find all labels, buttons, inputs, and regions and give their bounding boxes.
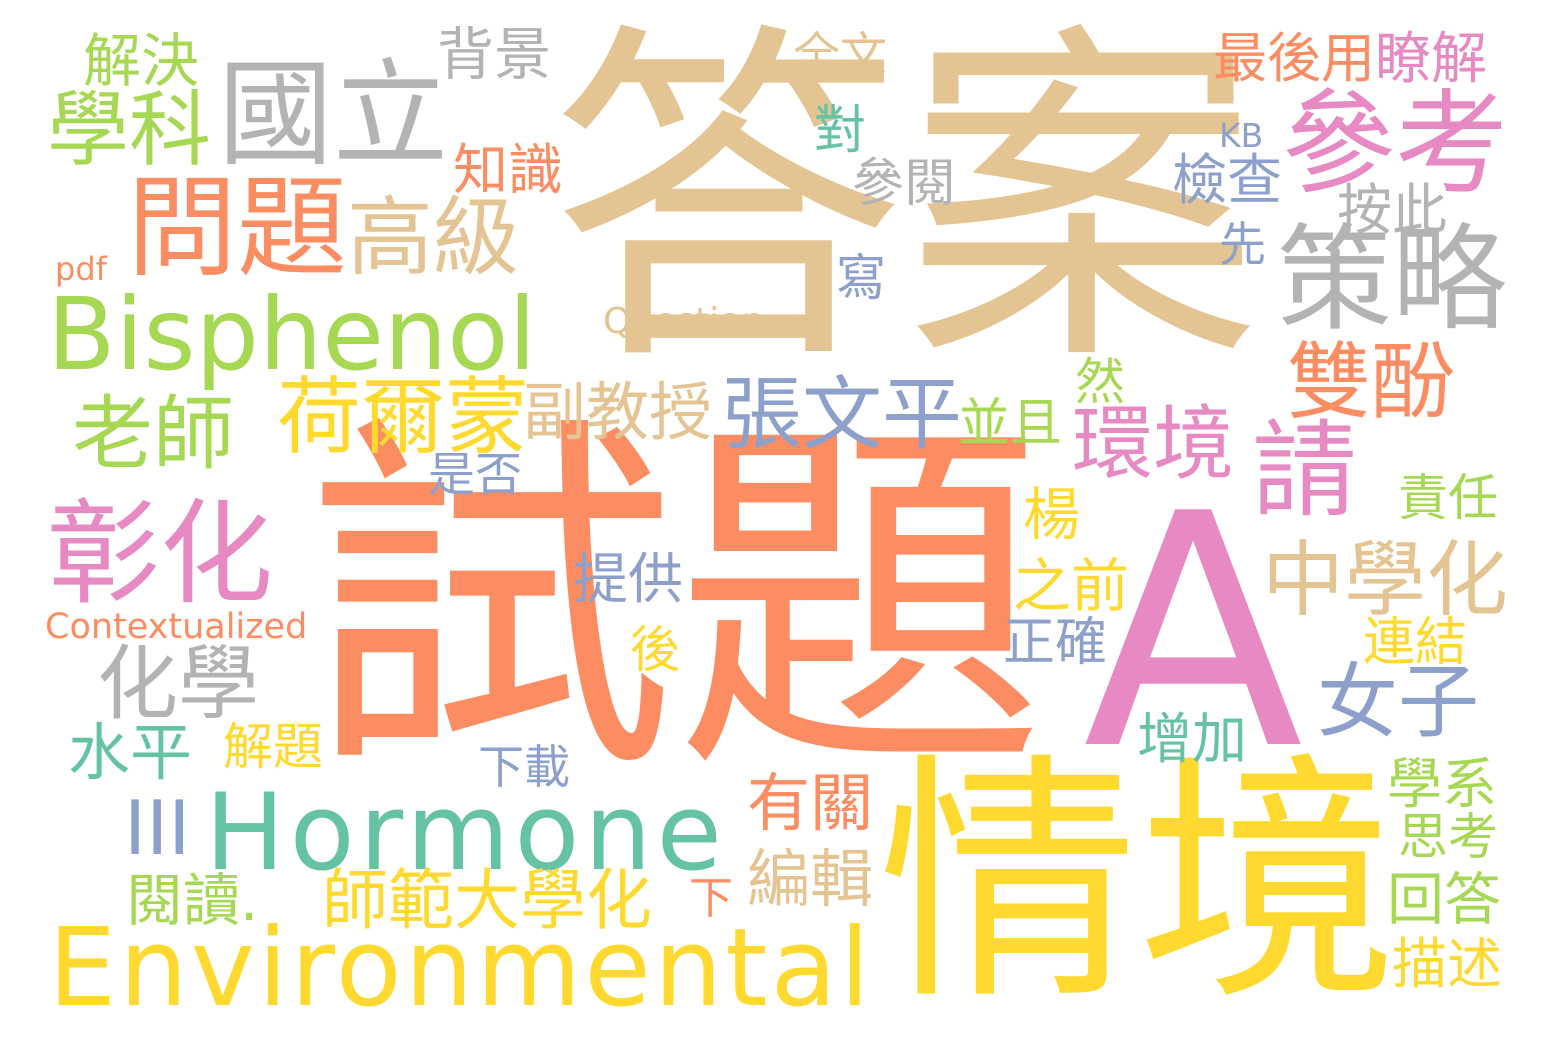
word-bisphenol: Bisphenol: [47, 276, 537, 393]
word-answer: 答案: [550, 0, 1260, 408]
word-after: 後: [630, 621, 680, 679]
word-subject: 學科: [47, 83, 212, 178]
word-background: 背景: [437, 22, 551, 88]
word-check: 檢查: [1172, 148, 1283, 212]
word-full-text: 全文: [793, 28, 887, 83]
word-female: 女子: [1317, 656, 1480, 750]
word-environment: 環境: [1072, 398, 1235, 492]
word-strategy: 策略: [1277, 213, 1508, 347]
word-department: 學系: [1387, 752, 1498, 816]
word-normal-university-chem: 師範大學化: [322, 862, 652, 939]
word-context: 情境: [878, 733, 1398, 1035]
word-knowledge: 知識: [453, 138, 564, 202]
word-describe: 描述: [1392, 932, 1503, 996]
word-first: 先: [1219, 218, 1266, 273]
word-please: 請: [1252, 410, 1358, 532]
word-changhua: 彰化: [47, 488, 273, 620]
word-hormone: Hormone: [205, 771, 727, 894]
word-senior: 高級: [347, 188, 519, 288]
word-teacher: 老師: [72, 388, 235, 482]
word-whether: 是否: [428, 448, 522, 503]
word-problem: 問題: [127, 164, 347, 292]
word-provide: 提供: [573, 547, 684, 611]
word-responsibility: 責任: [1398, 469, 1498, 527]
word-zhang-wenping: 張文平: [722, 368, 962, 461]
word-click-here: 按此: [1337, 178, 1448, 242]
word-iii: III: [124, 784, 191, 872]
word-reference: 參考: [1282, 78, 1508, 210]
word-solve-problem: 解題: [223, 718, 323, 776]
word-finally-use: 最後用: [1213, 27, 1375, 90]
word-a: A: [1083, 445, 1304, 820]
word-bisphenol-zh: 雙酚: [1287, 333, 1456, 431]
word-contextualized: Contextualized: [45, 607, 308, 647]
word-hormone-zh: 荷爾蒙: [277, 368, 530, 466]
word-edit: 編輯: [747, 843, 873, 916]
word-level: 水平: [68, 716, 193, 789]
word-solve: 解決: [83, 27, 200, 95]
word-associate-professor: 副教授: [523, 376, 712, 449]
word-ran: 然: [1075, 353, 1125, 411]
word-chemistry: 化學: [97, 638, 260, 732]
word-below: 下: [689, 873, 733, 924]
word-link: 連結: [1363, 613, 1468, 673]
word-and-also: 並且: [958, 394, 1063, 454]
word-yang: 楊: [1023, 482, 1080, 548]
word-read: 閱讀.: [126, 868, 259, 934]
word-question: Question: [603, 301, 765, 342]
word-pdf: pdf: [55, 250, 107, 288]
word-write: 寫: [836, 249, 886, 307]
word-related: 有關: [747, 767, 873, 840]
word-national: 國立: [218, 48, 449, 182]
word-exam-question: 試題: [305, 388, 1045, 818]
word-download: 下載: [478, 740, 570, 794]
word-kb: KB: [1219, 116, 1264, 155]
word-toward: 對: [814, 101, 867, 161]
word-increase: 增加: [1137, 707, 1248, 771]
word-understand: 瞭解: [1375, 27, 1487, 92]
word-correct: 正確: [1003, 613, 1108, 673]
word-think: 思考: [1398, 808, 1498, 866]
word-before: 之前: [1013, 552, 1130, 620]
word-see-also: 參閱: [852, 154, 957, 214]
word-environmental: Environmental: [48, 906, 873, 1031]
word-reply: 回答: [1387, 867, 1501, 933]
word-middle-school-chem: 中學化: [1262, 533, 1509, 628]
